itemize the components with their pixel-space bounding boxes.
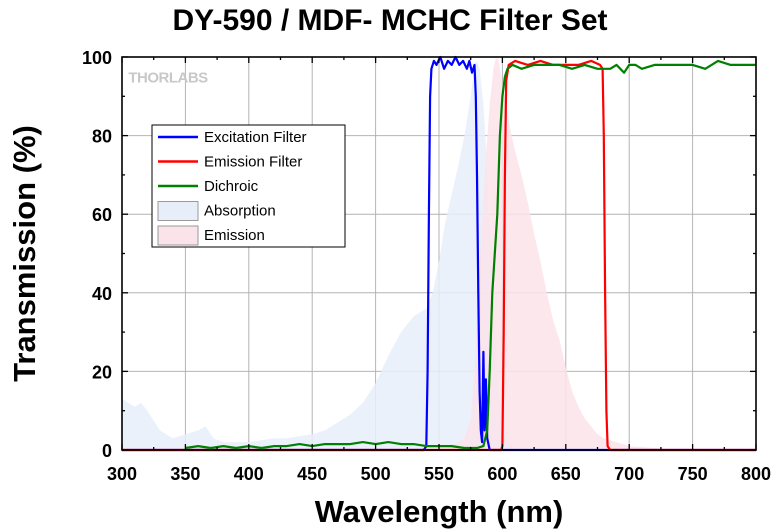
legend-swatch-absorption bbox=[157, 201, 199, 221]
y-tick-label: 60 bbox=[92, 205, 112, 225]
x-tick-label: 400 bbox=[234, 464, 264, 484]
x-tick-label: 700 bbox=[614, 464, 644, 484]
y-tick-label: 80 bbox=[92, 127, 112, 147]
x-tick-label: 300 bbox=[107, 464, 137, 484]
x-axis-title: Wavelength (nm) bbox=[315, 494, 564, 529]
legend: Excitation Filter Emission Filter Dichroic… bbox=[151, 124, 346, 248]
y-tick-label: 40 bbox=[92, 284, 112, 304]
y-tick-label: 0 bbox=[102, 441, 112, 461]
x-tick-label: 550 bbox=[424, 464, 454, 484]
series-excitation-filter bbox=[122, 55, 756, 452]
x-tick-label: 500 bbox=[361, 464, 391, 484]
x-tick-label: 750 bbox=[678, 464, 708, 484]
legend-label-excitation-filter: Excitation Filter bbox=[204, 129, 307, 146]
watermark-logo: THORLABS bbox=[128, 70, 208, 87]
y-tick-label: 20 bbox=[92, 362, 112, 382]
x-tick-label: 800 bbox=[741, 464, 771, 484]
chart-title: DY-590 / MDF- MCHC Filter Set bbox=[172, 4, 608, 37]
legend-swatch-emission bbox=[157, 225, 199, 246]
x-tick-label: 600 bbox=[487, 464, 517, 484]
legend-label-dichroic: Dichroic bbox=[204, 178, 259, 195]
axes: 300 350 400 450 500 550 600 650 700 750 800 0 20 40 60… bbox=[82, 48, 771, 484]
x-tick-label: 350 bbox=[170, 464, 200, 484]
y-tick-label: 100 bbox=[82, 48, 112, 68]
legend-label-emission: Emission bbox=[204, 227, 265, 244]
x-tick-label: 450 bbox=[297, 464, 327, 484]
series-dichroic bbox=[185, 59, 756, 450]
legend-label-absorption: Absorption bbox=[204, 203, 276, 220]
area-absorption bbox=[122, 60, 756, 451]
legend-label-emission-filter: Emission Filter bbox=[204, 154, 302, 171]
x-tick-label: 650 bbox=[551, 464, 581, 484]
y-axis-title: Transmission (%) bbox=[7, 125, 42, 382]
